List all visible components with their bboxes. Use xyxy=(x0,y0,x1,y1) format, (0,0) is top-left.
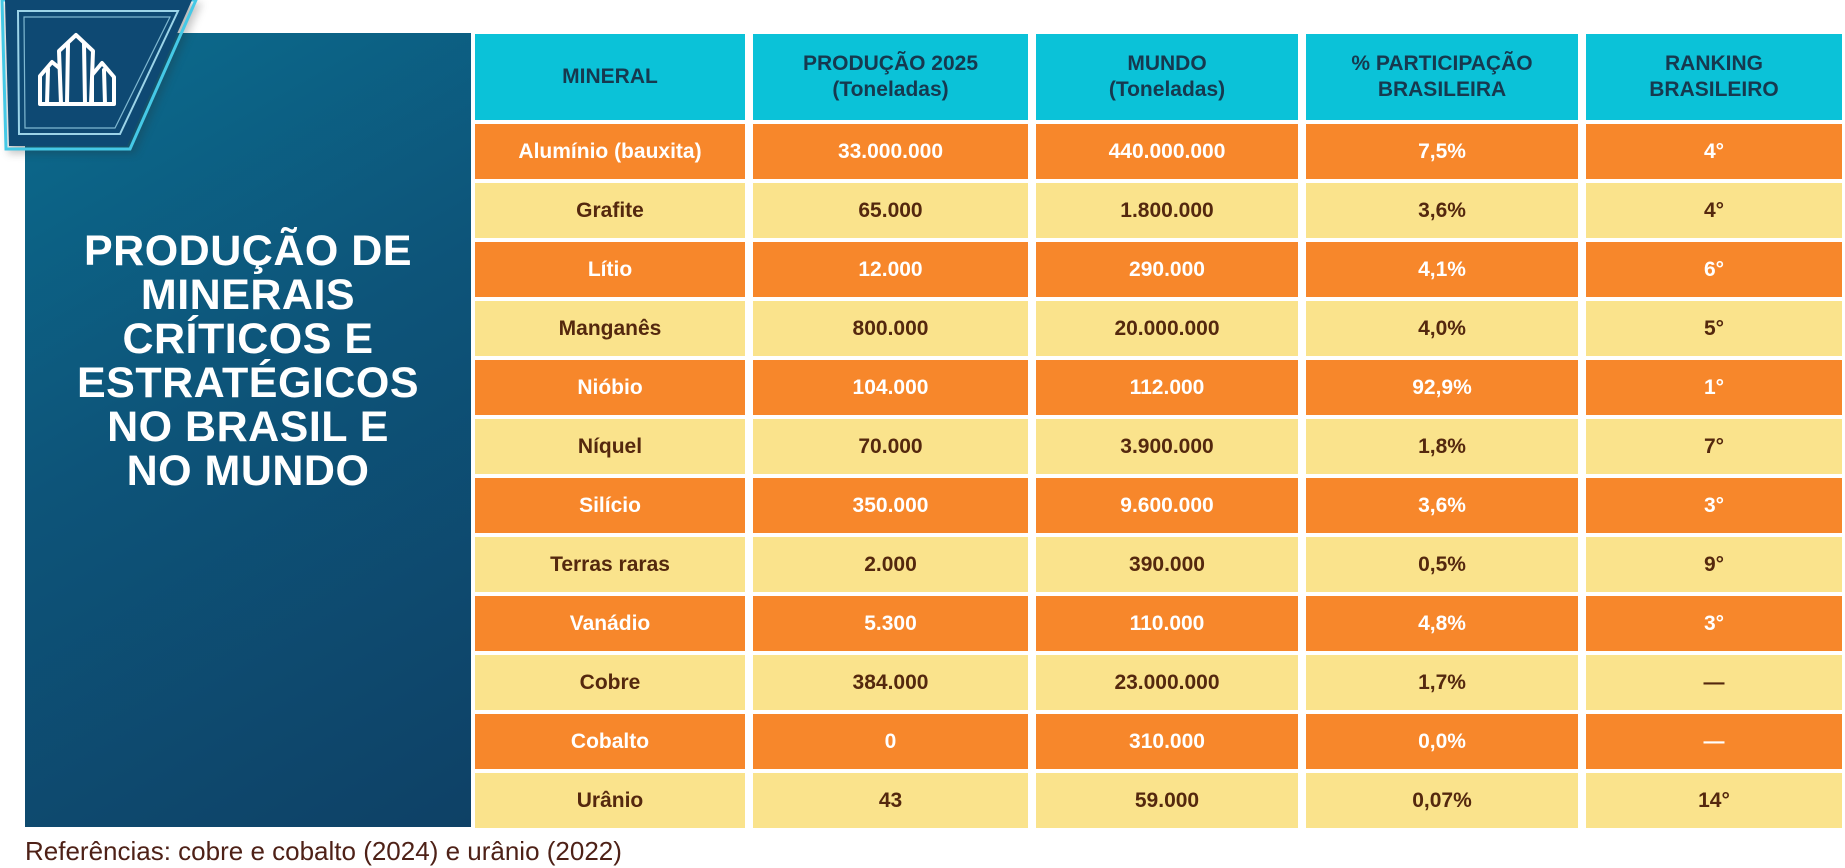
cell-mineral: Alumínio (bauxita) xyxy=(475,124,745,179)
cell-value: 390.000 xyxy=(1036,537,1298,592)
column-header-mineral: MINERAL xyxy=(475,34,745,120)
cell-value: 92,9% xyxy=(1306,360,1578,415)
cell-value: 14° xyxy=(1586,773,1842,828)
cell-value: 59.000 xyxy=(1036,773,1298,828)
cell-mineral: Terras raras xyxy=(475,537,745,592)
cell-value: — xyxy=(1586,655,1842,710)
cell-value: 104.000 xyxy=(753,360,1028,415)
cell-value: 4° xyxy=(1586,183,1842,238)
cell-value: 6° xyxy=(1586,242,1842,297)
cell-mineral: Grafite xyxy=(475,183,745,238)
title-panel: PRODUÇÃO DE MINERAIS CRÍTICOS E ESTRATÉG… xyxy=(25,33,471,827)
cell-value: 0,0% xyxy=(1306,714,1578,769)
cell-value: — xyxy=(1586,714,1842,769)
cell-mineral: Cobre xyxy=(475,655,745,710)
crystals-icon xyxy=(38,33,116,106)
cell-value: 310.000 xyxy=(1036,714,1298,769)
cell-value: 33.000.000 xyxy=(753,124,1028,179)
minerals-table: MINERAL PRODUÇÃO 2025 (Toneladas) MUNDO … xyxy=(475,34,1842,828)
cell-mineral: Vanádio xyxy=(475,596,745,651)
cell-value: 7,5% xyxy=(1306,124,1578,179)
page-title-line: NO BRASIL E xyxy=(107,403,389,451)
cell-value: 110.000 xyxy=(1036,596,1298,651)
column-header-participacao: % PARTICIPAÇÃO BRASILEIRA xyxy=(1306,34,1578,120)
cell-value: 12.000 xyxy=(753,242,1028,297)
cell-value: 3° xyxy=(1586,596,1842,651)
cell-mineral: Cobalto xyxy=(475,714,745,769)
column-header-ranking: RANKING BRASILEIRO xyxy=(1586,34,1842,120)
page-title-line: MINERAIS xyxy=(140,271,356,319)
cell-value: 5° xyxy=(1586,301,1842,356)
cell-value: 3.900.000 xyxy=(1036,419,1298,474)
cell-value: 0 xyxy=(753,714,1028,769)
cell-value: 3,6% xyxy=(1306,478,1578,533)
cell-value: 0,5% xyxy=(1306,537,1578,592)
cell-value: 0,07% xyxy=(1306,773,1578,828)
cell-mineral: Urânio xyxy=(475,773,745,828)
cell-value: 440.000.000 xyxy=(1036,124,1298,179)
cell-value: 4,1% xyxy=(1306,242,1578,297)
cell-value: 290.000 xyxy=(1036,242,1298,297)
cell-mineral: Níquel xyxy=(475,419,745,474)
cell-value: 20.000.000 xyxy=(1036,301,1298,356)
cell-value: 2.000 xyxy=(753,537,1028,592)
page-title-line: PRODUÇÃO DE xyxy=(83,227,413,275)
cell-mineral: Silício xyxy=(475,478,745,533)
cell-value: 4,0% xyxy=(1306,301,1578,356)
cell-mineral: Lítio xyxy=(475,242,745,297)
page-title: PRODUÇÃO DE MINERAIS CRÍTICOS E ESTRATÉG… xyxy=(25,229,471,493)
page-title-line: ESTRATÉGICOS xyxy=(76,359,420,407)
cell-mineral: Manganês xyxy=(475,301,745,356)
cell-value: 3,6% xyxy=(1306,183,1578,238)
cell-value: 112.000 xyxy=(1036,360,1298,415)
logo-badge xyxy=(0,0,198,151)
cell-value: 1,8% xyxy=(1306,419,1578,474)
cell-value: 4° xyxy=(1586,124,1842,179)
cell-value: 65.000 xyxy=(753,183,1028,238)
cell-value: 350.000 xyxy=(753,478,1028,533)
column-header-producao-2025: PRODUÇÃO 2025 (Toneladas) xyxy=(753,34,1028,120)
cell-value: 43 xyxy=(753,773,1028,828)
cell-value: 800.000 xyxy=(753,301,1028,356)
cell-value: 5.300 xyxy=(753,596,1028,651)
cell-value: 70.000 xyxy=(753,419,1028,474)
cell-value: 3° xyxy=(1586,478,1842,533)
cell-value: 9° xyxy=(1586,537,1842,592)
cell-value: 1.800.000 xyxy=(1036,183,1298,238)
references-note: Referências: cobre e cobalto (2024) e ur… xyxy=(25,836,622,866)
cell-value: 1° xyxy=(1586,360,1842,415)
cell-value: 7° xyxy=(1586,419,1842,474)
cell-value: 23.000.000 xyxy=(1036,655,1298,710)
cell-value: 1,7% xyxy=(1306,655,1578,710)
column-header-mundo: MUNDO (Toneladas) xyxy=(1036,34,1298,120)
cell-value: 9.600.000 xyxy=(1036,478,1298,533)
cell-value: 384.000 xyxy=(753,655,1028,710)
cell-value: 4,8% xyxy=(1306,596,1578,651)
cell-mineral: Nióbio xyxy=(475,360,745,415)
page-title-line: CRÍTICOS E xyxy=(122,315,374,363)
page-title-line: NO MUNDO xyxy=(126,447,370,495)
